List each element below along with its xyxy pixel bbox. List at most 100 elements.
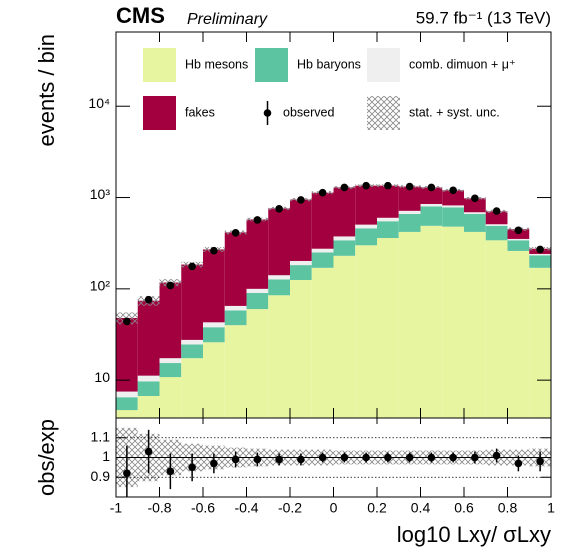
- histogram-bar: [485, 224, 508, 226]
- histogram-bar: [203, 249, 225, 323]
- histogram-bar: [268, 275, 290, 280]
- histogram-bar: [268, 279, 290, 296]
- histogram-bar: [377, 238, 399, 418]
- histogram-bar: [377, 221, 399, 239]
- ratio-point: [405, 453, 414, 462]
- observed-point: [166, 281, 175, 290]
- histogram-bar: [290, 199, 312, 261]
- histogram-bar: [159, 377, 182, 418]
- histogram-bar: [485, 225, 508, 241]
- legend-label: Hb baryons: [297, 57, 361, 71]
- histogram-bar: [203, 322, 225, 328]
- ratio-point: [166, 467, 175, 476]
- histogram-bar: [137, 396, 160, 418]
- histogram-bar: [529, 267, 551, 418]
- histogram-bar: [442, 207, 464, 227]
- histogram-bar: [116, 410, 138, 418]
- ratio-point: [210, 459, 218, 468]
- y-tick-label: 10³: [90, 186, 111, 202]
- histogram-bar: [420, 206, 443, 226]
- ratio-point: [144, 447, 153, 456]
- histogram-bar: [464, 214, 486, 232]
- legend-label: Hb mesons: [185, 57, 248, 71]
- observed-point: [253, 216, 262, 224]
- x-tick-label: 0.8: [498, 500, 518, 516]
- ratio-point: [362, 453, 370, 462]
- x-tick-label: -0.8: [147, 500, 171, 516]
- ratio-point: [253, 455, 262, 464]
- histogram-bar: [246, 293, 269, 310]
- experiment: CMS: [116, 3, 165, 28]
- histogram-bar: [485, 240, 508, 418]
- ratio-point: [492, 451, 501, 460]
- observed-point: [231, 228, 240, 237]
- x-tick-label: 0.4: [411, 500, 431, 516]
- x-tick-label: -0.2: [278, 500, 302, 516]
- histogram-bar: [398, 186, 421, 211]
- histogram-bar: [377, 217, 399, 222]
- x-tick-label: -0.6: [191, 500, 215, 516]
- histogram-bar: [333, 240, 356, 256]
- histogram-bar: [224, 232, 247, 306]
- x-tick-label: 1: [547, 500, 555, 516]
- histogram-bar: [181, 344, 203, 359]
- histogram-bar: [290, 265, 312, 280]
- histogram-bar: [507, 238, 530, 241]
- legend-label: fakes: [185, 105, 215, 119]
- observed-point: [123, 317, 131, 326]
- observed-point: [318, 188, 327, 197]
- y-axis-title: events / bin: [34, 34, 59, 147]
- histogram-bar: [398, 210, 421, 215]
- legend-marker: [263, 109, 272, 117]
- ratio-point: [275, 455, 283, 464]
- histogram-bar: [485, 211, 508, 225]
- histogram-bar: [137, 381, 160, 397]
- histogram-bar: [246, 288, 269, 294]
- ratio-point: [384, 453, 392, 462]
- luminosity: 59.7 fb⁻¹ (13 TeV): [416, 8, 551, 27]
- histogram-bar: [137, 375, 160, 382]
- histogram-bar: [181, 339, 203, 345]
- ratio-point: [188, 463, 196, 472]
- observed-point: [144, 295, 153, 304]
- histogram-bar: [203, 342, 225, 418]
- main-plot: [116, 181, 551, 418]
- histogram-bar: [246, 219, 269, 289]
- histogram-bar: [246, 309, 269, 418]
- observed-point: [405, 182, 414, 191]
- histogram-bar: [159, 358, 182, 364]
- y-tick-label: 1.1: [91, 428, 111, 444]
- histogram-bar: [224, 325, 247, 418]
- histogram-bar: [420, 203, 443, 207]
- legend-swatch: [143, 48, 176, 82]
- legend-label: stat. + syst. unc.: [409, 105, 500, 119]
- histogram-bar: [464, 212, 486, 215]
- histogram-bar: [442, 226, 464, 418]
- histogram-bar: [311, 248, 334, 253]
- y-tick-label: 10²: [90, 278, 111, 294]
- ratio-point: [536, 457, 544, 466]
- observed-point: [340, 183, 349, 192]
- observed-point: [297, 196, 305, 204]
- observed-point: [188, 262, 196, 271]
- histogram-bar: [268, 208, 290, 276]
- histogram-bar: [333, 187, 356, 237]
- histogram-bar: [159, 282, 182, 359]
- ratio-point: [514, 459, 523, 468]
- observed-point: [384, 181, 392, 190]
- histogram-bar: [355, 224, 377, 229]
- histogram-bar: [116, 317, 138, 392]
- ratio-plot: [116, 427, 551, 497]
- ratio-point: [340, 453, 349, 462]
- histogram-bar: [333, 236, 356, 241]
- histogram-bar: [507, 250, 530, 418]
- histogram-bar: [268, 295, 290, 418]
- x-axis-title: log10 Lxy/ σLxy: [397, 522, 551, 547]
- y-axis-title: obs/exp: [34, 419, 59, 496]
- ratio-point: [318, 453, 327, 462]
- y-tick-label: 0.9: [91, 468, 111, 484]
- observed-point: [471, 194, 479, 203]
- legend-swatch: [255, 48, 288, 82]
